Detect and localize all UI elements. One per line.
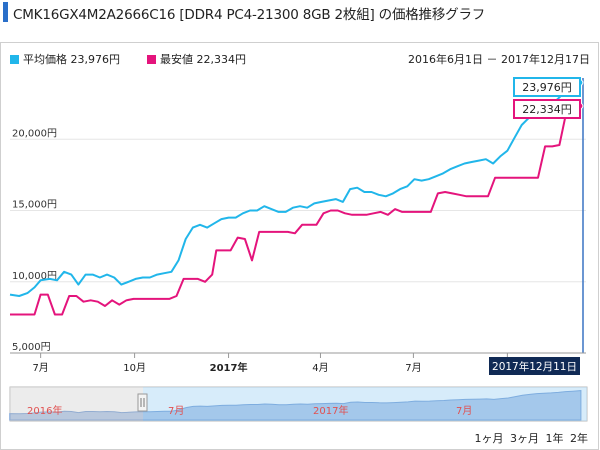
title-accent-bar (3, 2, 8, 22)
legend-swatch-average (10, 55, 19, 64)
tooltip-date-box (489, 357, 580, 375)
y-tick-label: 10,000円 (12, 271, 57, 282)
navigator-label-2016: 2016年 (27, 404, 62, 417)
page-title: CMK16GX4M2A2666C16 [DDR4 PC4-21300 8GB 2… (13, 7, 486, 23)
y-tick-label: 5,000円 (12, 342, 51, 353)
end-labels: 23,976円 22,334円 (513, 77, 581, 119)
legend-item-lowest[interactable]: 最安値 22,334円 (147, 51, 246, 67)
y-tick-label: 20,000円 (12, 128, 57, 139)
legend-swatch-lowest (147, 55, 156, 64)
zoom-button-2-years[interactable]: 2年 (570, 432, 588, 445)
navigator[interactable]: 2016年 7月 2017年 7月 (9, 386, 588, 422)
navigator-label-jul-2017: 7月 (456, 405, 472, 417)
navigator-label-jul-2016: 7月 (168, 405, 184, 417)
series-line-average (9, 81, 581, 297)
tooltip-date: 2017年12月11日 (489, 357, 580, 375)
x-tick-label: 4月 (312, 362, 328, 374)
end-label-text: 23,976円 (522, 81, 572, 94)
navigator-label-2017: 2017年 (313, 404, 348, 417)
x-tick-label: 7月 (405, 362, 421, 374)
zoom-button-3-months[interactable]: 3ヶ月 (510, 432, 539, 445)
legend-lowest-label: 最安値 (160, 53, 193, 66)
series-lines (9, 79, 584, 316)
x-tick-label: 7月 (32, 362, 48, 374)
end-label-box (513, 77, 581, 97)
tooltip-date-text: 2017年12月11日 (492, 360, 577, 373)
zoom-button-1-month[interactable]: 1ヶ月 (474, 432, 504, 445)
x-tick-label: 10月 (123, 362, 146, 374)
y-axis-ticks: 5,000円 10,000円 15,000円 20,000円 (12, 128, 57, 353)
legend-average-value: 23,976円 (70, 53, 121, 66)
legend-average-label: 平均価格 (23, 53, 67, 66)
end-label-box (513, 99, 581, 119)
grid-lines (10, 78, 586, 354)
date-range: 2016年6月1日 － 2017年12月17日 (408, 53, 590, 66)
legend-lowest-value: 22,334円 (196, 53, 247, 66)
end-label-text: 22,334円 (522, 103, 572, 116)
legend-item-average[interactable]: 平均価格 23,976円 (10, 51, 120, 67)
zoom-button-1-year[interactable]: 1年 (545, 432, 564, 445)
title-bar: CMK16GX4M2A2666C16 [DDR4 PC4-21300 8GB 2… (0, 0, 600, 26)
navigator-mask (10, 387, 143, 421)
y-tick-label: 15,000円 (12, 200, 57, 211)
chart-frame (0, 42, 599, 450)
x-tick-label: 2017年 (210, 361, 248, 374)
series-line-lowest (10, 104, 581, 316)
grip-icon[interactable] (137, 393, 148, 412)
zoom-buttons: 1ヶ月 3ヶ月 1年 2年 (472, 430, 589, 446)
x-axis-ticks: 7月10月2017年4月7月10月 (32, 353, 519, 374)
navigator-selection[interactable] (143, 387, 587, 421)
